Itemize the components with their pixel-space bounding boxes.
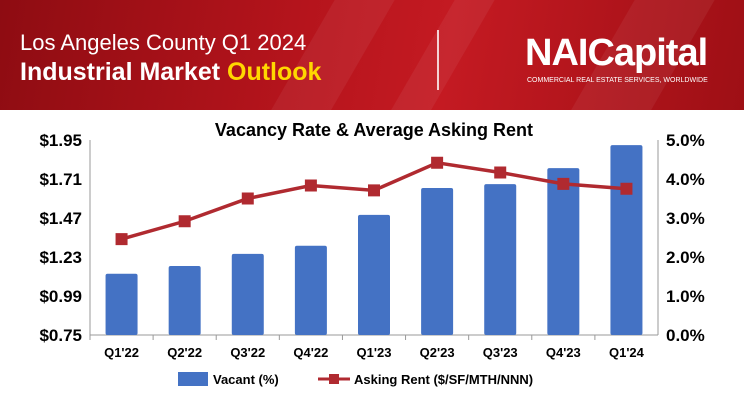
legend-rent-marker (329, 374, 339, 384)
x-tick-label: Q1'22 (104, 345, 139, 360)
x-tick-label: Q2'22 (167, 345, 202, 360)
right-tick-label: 0.0% (666, 326, 705, 345)
asking-rent-marker (620, 182, 633, 195)
asking-rent-marker (431, 156, 444, 169)
asking-rent-marker (178, 215, 191, 228)
legend-vacant-swatch (178, 372, 208, 386)
x-tick-label: Q1'24 (609, 345, 645, 360)
vacancy-bar (105, 273, 138, 335)
right-tick-label: 1.0% (666, 287, 705, 306)
left-tick-label: $0.75 (39, 326, 82, 345)
header-banner: Los Angeles County Q1 2024 Industrial Ma… (0, 0, 744, 110)
subtitle-highlight: Outlook (227, 58, 322, 86)
header-divider (437, 30, 439, 90)
left-tick-label: $1.47 (39, 209, 82, 228)
x-tick-label: Q2'23 (420, 345, 455, 360)
chart-title: Vacancy Rate & Average Asking Rent (215, 120, 533, 140)
legend-rent-label: Asking Rent ($/SF/MTH/NNN) (354, 372, 533, 387)
x-tick-label: Q4'23 (546, 345, 581, 360)
left-tick-label: $1.71 (39, 170, 82, 189)
vacancy-bar (421, 187, 454, 335)
asking-rent-marker (115, 233, 128, 246)
legend-vacant-label: Vacant (%) (213, 372, 279, 387)
x-tick-label: Q3'23 (483, 345, 518, 360)
right-tick-label: 3.0% (666, 209, 705, 228)
left-tick-label: $1.95 (39, 131, 82, 150)
nai-capital-logo: NAICapital (525, 32, 708, 74)
right-tick-label: 5.0% (666, 131, 705, 150)
chart: Vacancy Rate & Average Asking Rent $0.75 $… (39, 120, 705, 387)
logo-tagline: COMMERCIAL REAL ESTATE SERVICES, WORLDWI… (527, 77, 708, 84)
vacancy-bar (231, 253, 264, 335)
right-tick-label: 2.0% (666, 248, 705, 267)
x-tick-label: Q4'22 (293, 345, 328, 360)
right-tick-label: 4.0% (666, 170, 705, 189)
left-tick-label: $1.23 (39, 248, 82, 267)
report-subtitle: Industrial Market Outlook (20, 58, 321, 87)
vacancy-bar (547, 168, 580, 335)
vacancy-bar (358, 214, 390, 335)
left-tick-label: $0.99 (39, 287, 82, 306)
x-tick-label: Q3'22 (230, 345, 265, 360)
subtitle-text: Industrial Market (20, 58, 227, 86)
asking-rent-marker (494, 166, 507, 179)
vacancy-bar (168, 265, 201, 335)
x-tick-label: Q1'23 (357, 345, 392, 360)
asking-rent-marker (304, 179, 317, 192)
asking-rent-marker (557, 177, 570, 190)
vacancy-bar (610, 145, 643, 335)
asking-rent-marker (241, 192, 254, 205)
vacancy-bar (484, 184, 517, 335)
vacancy-bar (294, 245, 327, 335)
asking-rent-marker (368, 184, 380, 197)
report-title: Los Angeles County Q1 2024 (20, 30, 307, 55)
